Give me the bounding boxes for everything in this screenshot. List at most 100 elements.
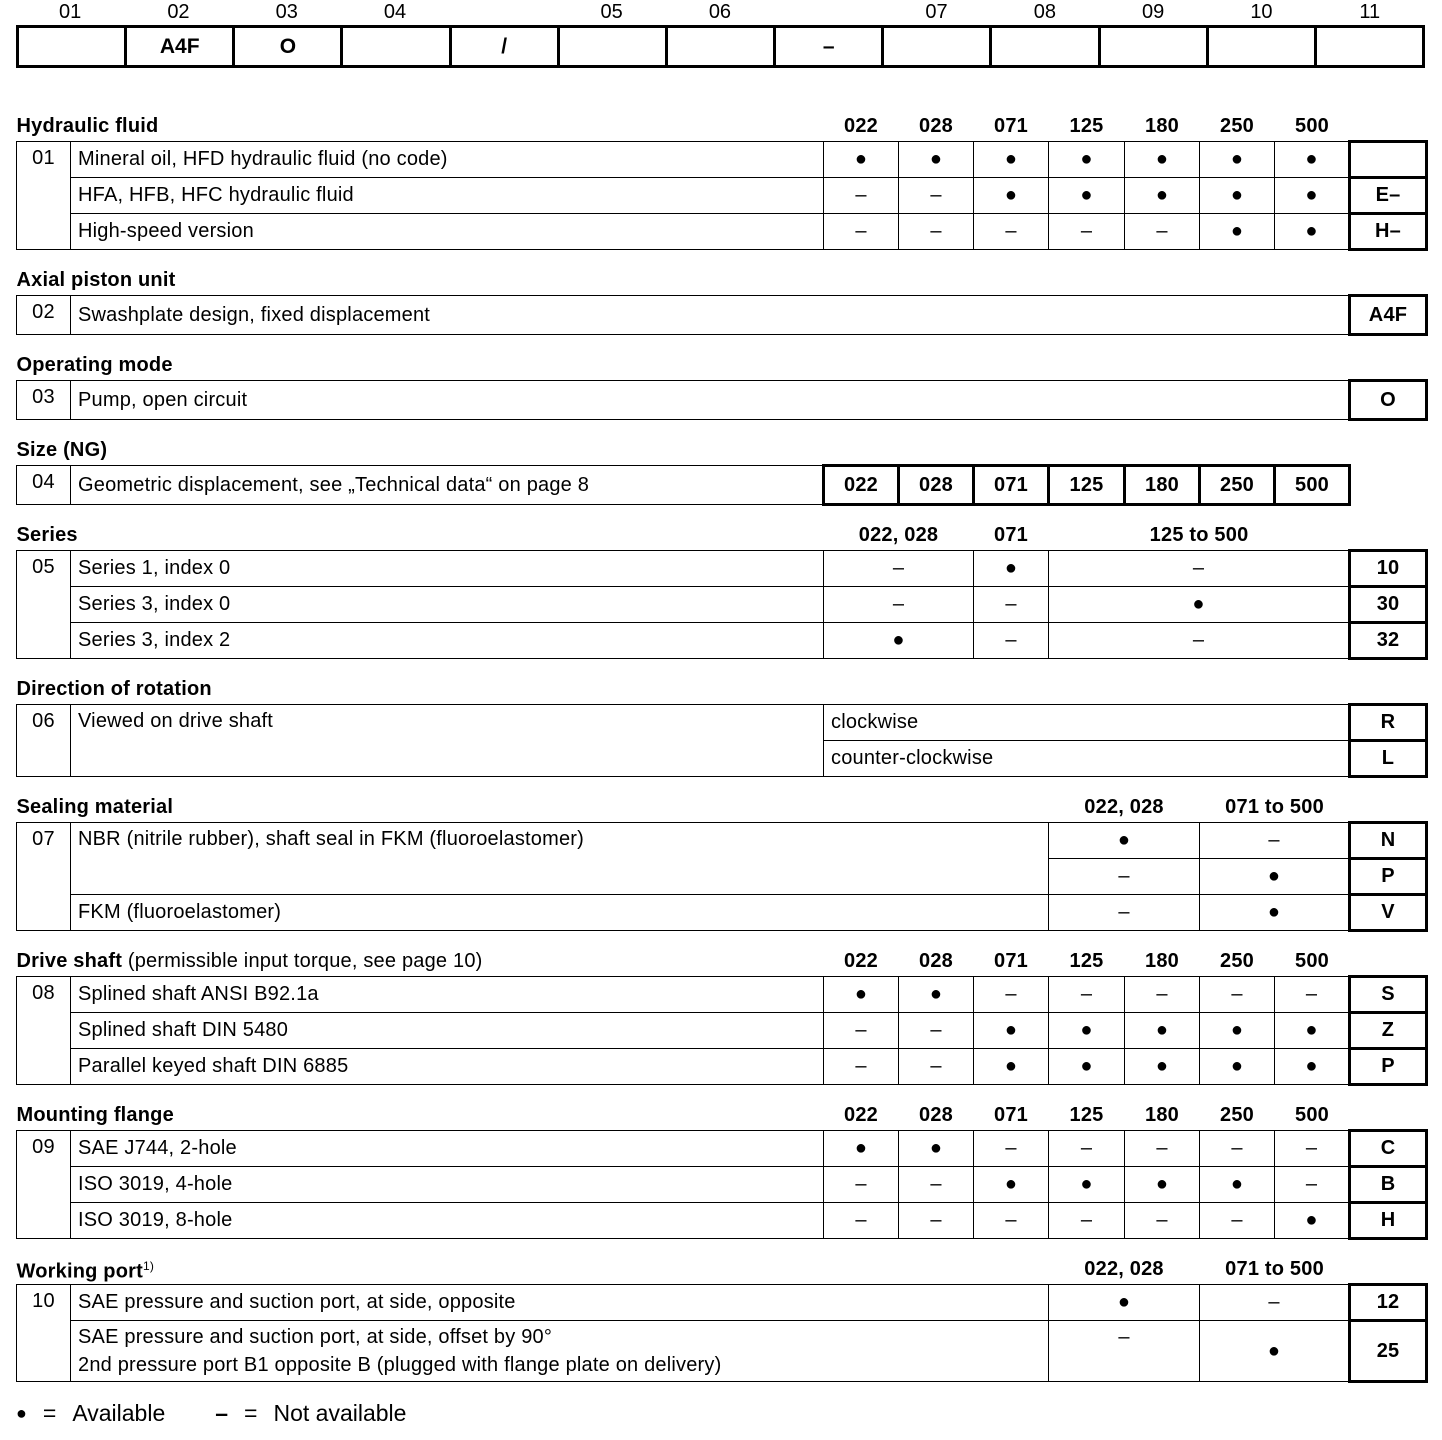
availability-cell: ● — [1048, 1166, 1126, 1203]
code-cell — [1205, 28, 1314, 65]
section-header: Working port1) 022, 028 071 to 500 — [17, 1255, 1427, 1285]
code-cell: O — [232, 28, 340, 65]
availability-cell: – — [1124, 1202, 1201, 1239]
item-description: High-speed version — [70, 213, 824, 250]
rotation-option: counter-clockwise — [823, 740, 1350, 777]
description-text-line2: 2nd pressure port B1 opposite B (plugged… — [78, 1354, 722, 1376]
table-row: ISO 3019, 8-hole – – – – – – ● H — [17, 1201, 1429, 1240]
availability-cell: – — [898, 177, 974, 214]
code-cell — [989, 28, 1097, 65]
availability-cell: ● — [823, 1130, 900, 1167]
position-label: 08 — [1033, 1, 1056, 23]
position-label: 10 — [1250, 1, 1273, 23]
availability-cell: ● — [1199, 177, 1275, 214]
item-description: Swashplate design, fixed displacement — [70, 295, 1350, 335]
position-label: 11 — [1359, 1, 1381, 23]
availability-cell: ● — [1124, 1012, 1201, 1049]
availability-cell: – — [1048, 858, 1201, 895]
availability-cell: – — [1124, 976, 1201, 1013]
section-title-note: (permissible input torque, see page 10) — [127, 950, 483, 972]
table-row: 09 SAE J744, 2-hole ● ● – – – – – C — [16, 1129, 1429, 1239]
section-title: Axial piston unit — [17, 266, 824, 296]
available-label: Available — [72, 1400, 166, 1426]
column-header: 022, 028 — [1084, 796, 1164, 818]
section-title: Drive shaft (permissible input torque, s… — [17, 947, 824, 977]
availability-cell: – — [1199, 1284, 1351, 1321]
section-03: Operating mode 03 Pump, open circuit O — [16, 351, 1428, 421]
availability-cell: – — [973, 622, 1050, 659]
code-cell — [1097, 28, 1206, 65]
availability-cell: ● — [973, 177, 1049, 214]
column-header: 125 to 500 — [1149, 524, 1249, 546]
spacer — [824, 675, 1427, 705]
order-code-box: C — [1348, 1129, 1429, 1168]
table-row: counter-clockwise L — [17, 739, 1428, 778]
availability-cell: ● — [1199, 1320, 1351, 1382]
item-description: Geometric displacement, see „Technical d… — [69, 465, 825, 505]
item-number: 05 — [16, 550, 71, 659]
item-number: 07 — [16, 822, 71, 931]
column-header: 180 — [1145, 1104, 1179, 1126]
section-06: Direction of rotation 06 Viewed on drive s… — [16, 675, 1428, 778]
section-header: Axial piston unit — [17, 266, 1427, 296]
footnote-marker: 1) — [142, 1259, 155, 1274]
section-05: Series 022, 028 071 125 to 500 05 Series 1, i… — [16, 521, 1429, 660]
availability-cell: ● — [1199, 1166, 1276, 1203]
section-header: Hydraulic fluid 022 028 071 125 180 250 500 — [17, 112, 1427, 142]
availability-cell: – — [1274, 976, 1351, 1013]
availability-cell: ● — [1199, 141, 1275, 178]
item-number: 10 — [16, 1284, 71, 1382]
code-cell — [19, 28, 124, 65]
column-header: 071 — [994, 524, 1028, 546]
table-row: Parallel keyed shaft DIN 6885– – ● ● ● ● ● P — [17, 1047, 1429, 1086]
availability-cell: – — [822, 586, 975, 623]
availability-cell: ● — [1048, 1048, 1126, 1085]
spacer — [824, 266, 1427, 296]
section-title-text: Working port — [16, 1260, 143, 1283]
order-code-box: 25 — [1348, 1319, 1429, 1383]
availability-cell: – — [1274, 1130, 1351, 1167]
section-10: Working port1) 022, 028 071 to 500 10 SAE pr… — [16, 1255, 1429, 1383]
availability-cell: – — [1199, 976, 1276, 1013]
spacer — [824, 793, 1049, 823]
code-cell — [881, 28, 989, 65]
section-title: Hydraulic fluid — [17, 112, 824, 142]
description-text: ISO 3019, 8-hole — [78, 1209, 233, 1231]
item-description: Series 3, index 2 — [70, 622, 824, 659]
availability-cell: – — [1048, 894, 1201, 931]
availability-cell: ● — [898, 976, 975, 1013]
order-code-box: 30 — [1348, 585, 1429, 624]
equals-sign: = — [244, 1400, 258, 1426]
availability-cell: – — [898, 1048, 975, 1085]
description-text: SAE pressure and suction port, at side, … — [78, 1326, 553, 1348]
availability-cell: ● — [1199, 894, 1351, 931]
availability-cell: – — [898, 1166, 975, 1203]
section-title: Working port1) — [17, 1255, 824, 1285]
availability-cell: ● — [1274, 1012, 1351, 1049]
column-header: 125 — [1069, 950, 1104, 972]
table-row: HFA, HFB, HFC hydraulic fluid – – ● ● ● ● ● E– — [17, 176, 1428, 215]
table-row: 04 Geometric displacement, see „Technical… — [16, 464, 1427, 506]
section-07: Sealing material 022, 028 071 to 500 07 NBR … — [16, 793, 1429, 932]
column-header: 180 — [1145, 950, 1179, 972]
table-row: SAE pressure and suction port, at side, … — [17, 1319, 1429, 1383]
availability-cell: – — [823, 1048, 900, 1085]
description-text: SAE J744, 2-hole — [78, 1137, 237, 1159]
table-row: 01 Mineral oil, HFD hydraulic fluid (no c… — [16, 140, 1428, 250]
availability-cell: – — [823, 1202, 900, 1239]
order-code-box: V — [1348, 893, 1429, 932]
ordering-code-sections: Hydraulic fluid 022 028 071 125 180 250 500 01 Mi… — [16, 112, 1429, 1383]
item-description: ISO 3019, 4-hole — [69, 1166, 825, 1203]
item-description: Mineral oil, HFD hydraulic fluid (no cod… — [70, 141, 824, 178]
item-description: Pump, open circuit — [70, 380, 1350, 420]
availability-cell: ● — [973, 141, 1049, 178]
code-cell — [1313, 28, 1422, 65]
availability-cell: ● — [1199, 1048, 1276, 1085]
availability-cell: – — [1274, 1166, 1351, 1203]
column-header: 028 — [919, 115, 953, 137]
availability-cell: ● — [1124, 1166, 1201, 1203]
column-header: 022 — [844, 115, 878, 137]
table-row: 02 Swashplate design, fixed displacement A… — [16, 294, 1428, 336]
size-value: 125 — [1047, 464, 1127, 506]
section-title-text: Direction of rotation — [16, 678, 212, 700]
